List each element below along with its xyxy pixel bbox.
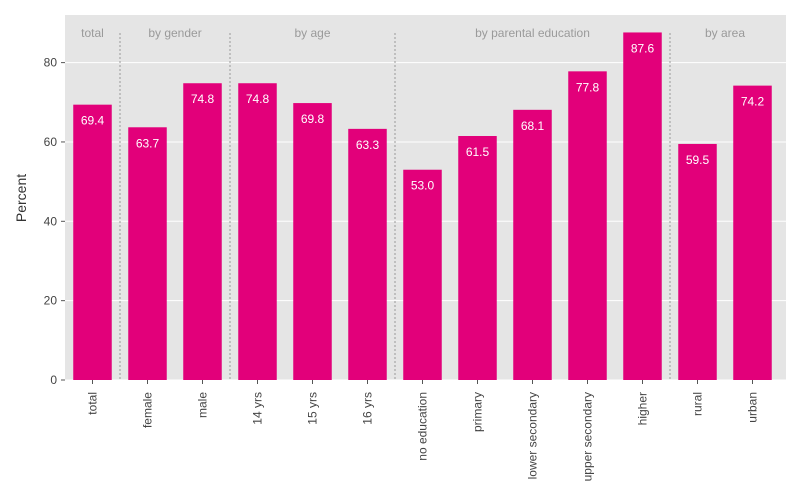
- group-label: by area: [705, 26, 745, 40]
- x-tick-label: 16 yrs: [361, 392, 375, 425]
- bar-value-label: 69.4: [81, 114, 105, 128]
- bar-value-label: 77.8: [576, 80, 600, 94]
- x-tick-label: rural: [691, 392, 705, 416]
- bar: [293, 103, 332, 381]
- x-tick-label: urban: [746, 392, 760, 423]
- group-separators: [119, 33, 671, 380]
- y-axis-ticks: 0 20 40 60 80: [44, 56, 65, 387]
- bar: [568, 71, 607, 380]
- bar-value-label: 74.8: [191, 92, 215, 106]
- group-label: by age: [294, 26, 330, 40]
- x-tick-label: upper secondary: [581, 392, 595, 481]
- group-label: by gender: [148, 26, 201, 40]
- group-label: by parental education: [475, 26, 590, 40]
- x-tick-label: total: [86, 392, 100, 415]
- bar: [733, 85, 772, 380]
- x-tick-label: no education: [416, 392, 430, 461]
- bar-value-label: 63.3: [356, 138, 380, 152]
- bar: [73, 104, 112, 381]
- x-tick-label: lower secondary: [526, 392, 540, 479]
- bar-value-label: 68.1: [521, 119, 545, 133]
- x-axis-ticks: total female male 14 yrs 15 yrs 16 yrs no educ…: [86, 380, 760, 481]
- bar-value-label: 87.6: [631, 41, 655, 55]
- x-tick-label: primary: [471, 392, 485, 432]
- bar-value-label: 59.5: [686, 153, 710, 167]
- bar: [348, 128, 387, 380]
- x-tick-label: 14 yrs: [251, 392, 265, 425]
- x-tick-label: 15 yrs: [306, 392, 320, 425]
- bar: [513, 109, 552, 381]
- x-tick-label: higher: [636, 392, 650, 425]
- bars: [73, 32, 772, 381]
- bar-value-label: 74.2: [741, 95, 765, 109]
- group-labels: total by gender by age by parental educatio…: [81, 26, 745, 40]
- x-tick-label: female: [141, 392, 155, 428]
- y-tick-label: 0: [50, 373, 57, 387]
- y-axis-title: Percent: [13, 174, 29, 222]
- bar-value-label: 61.5: [466, 145, 490, 159]
- bar-value-label: 74.8: [246, 92, 270, 106]
- bar: [183, 83, 222, 380]
- bar: [238, 83, 277, 380]
- y-tick-label: 60: [44, 135, 58, 149]
- bar: [458, 136, 497, 380]
- group-label: total: [81, 26, 104, 40]
- bar-value-label: 63.7: [136, 136, 160, 150]
- bar: [403, 169, 442, 380]
- x-tick-label: male: [196, 392, 210, 418]
- y-tick-label: 20: [44, 294, 58, 308]
- bar: [128, 127, 167, 380]
- data-labels: 69.4 63.7 74.8 74.8 69.8 63.3 53.0 61.5 68.1 77.8…: [81, 41, 765, 192]
- bar-value-label: 53.0: [411, 179, 435, 193]
- bar: [623, 32, 662, 381]
- y-tick-label: 80: [44, 56, 58, 70]
- bar-value-label: 69.8: [301, 112, 325, 126]
- y-tick-label: 40: [44, 214, 58, 228]
- bar: [678, 143, 717, 380]
